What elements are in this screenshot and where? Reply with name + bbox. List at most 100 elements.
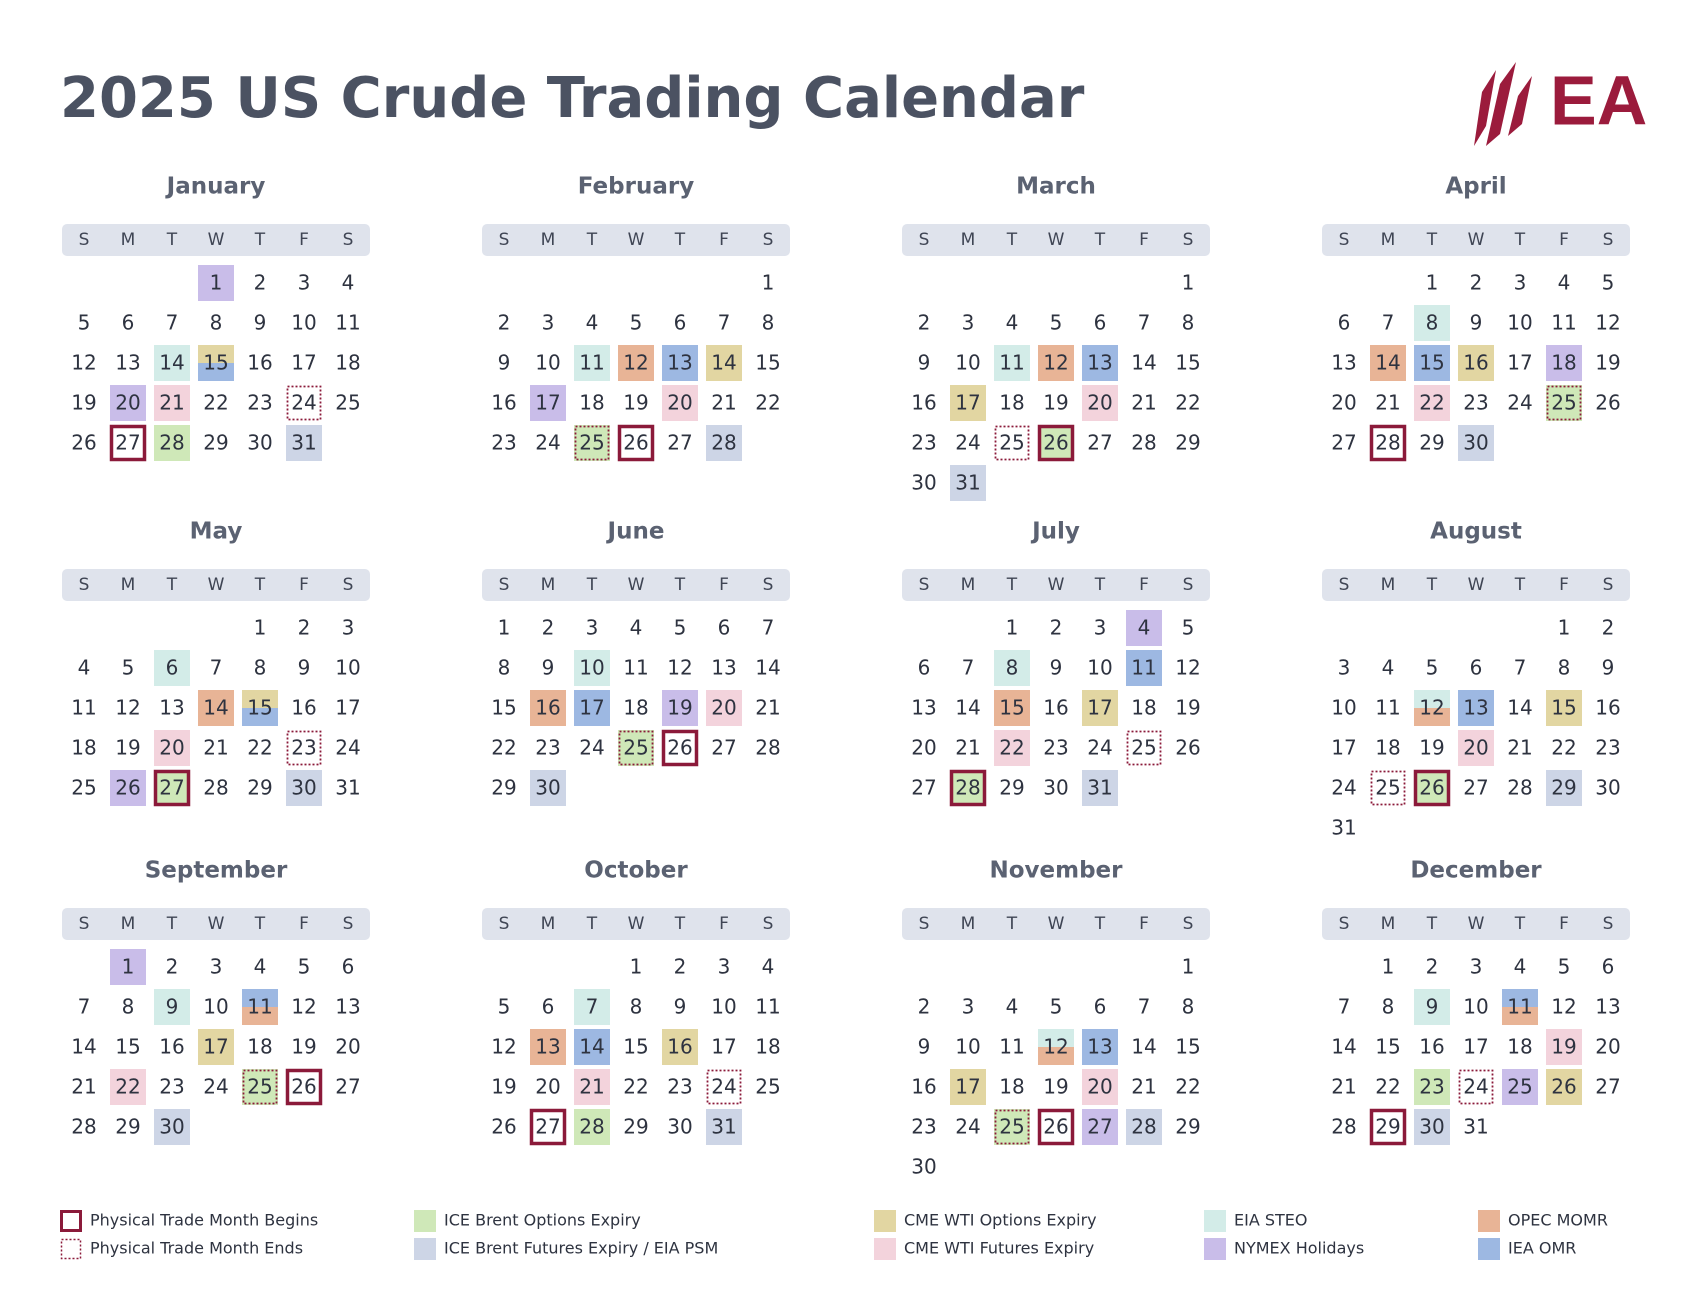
day-number: 20 — [1595, 1035, 1620, 1059]
day-highlight — [574, 1069, 610, 1105]
day-highlight — [530, 385, 566, 421]
weekday-label: T — [1094, 575, 1106, 595]
day-number: 22 — [1175, 1075, 1200, 1099]
day-number: 1 — [210, 271, 223, 295]
day-number: 7 — [586, 995, 599, 1019]
weekday-label: T — [1514, 230, 1526, 250]
day-number: 31 — [335, 776, 360, 800]
day-number: 12 — [1043, 1035, 1068, 1059]
day-number: 14 — [955, 696, 980, 720]
day-number: 28 — [203, 776, 228, 800]
day-number: 2 — [1050, 616, 1063, 640]
weekday-label: F — [1559, 914, 1569, 934]
day-highlight — [1082, 1109, 1118, 1145]
day-number: 26 — [1043, 431, 1068, 455]
weekday-label: S — [1339, 575, 1350, 595]
weekday-label: F — [1139, 914, 1149, 934]
day-highlight — [154, 425, 190, 461]
weekday-label: F — [299, 230, 309, 250]
weekday-label: F — [719, 230, 729, 250]
day-number: 11 — [1507, 995, 1532, 1019]
day-highlight — [950, 465, 986, 501]
day-number: 4 — [1514, 955, 1527, 979]
day-number: 4 — [1138, 616, 1151, 640]
day-number: 29 — [115, 1115, 140, 1139]
day-number: 8 — [762, 311, 775, 335]
day-number: 18 — [999, 1075, 1024, 1099]
day-number: 21 — [1375, 391, 1400, 415]
day-number: 19 — [623, 391, 648, 415]
weekday-bar — [902, 569, 1210, 601]
day-highlight — [1414, 385, 1450, 421]
weekday-label: W — [1048, 230, 1065, 250]
weekday-label: M — [1381, 575, 1396, 595]
weekday-label: T — [254, 230, 266, 250]
day-number: 6 — [122, 311, 135, 335]
day-number: 2 — [1426, 955, 1439, 979]
weekday-label: S — [79, 914, 90, 934]
day-number: 11 — [1375, 696, 1400, 720]
legend-label: Physical Trade Month Ends — [90, 1239, 303, 1258]
day-number: 8 — [1006, 656, 1019, 680]
day-number: 15 — [1419, 351, 1444, 375]
day-number: 6 — [1470, 656, 1483, 680]
weekday-label: W — [208, 575, 225, 595]
day-highlight — [110, 385, 146, 421]
day-highlight — [242, 708, 278, 726]
day-number: 22 — [491, 736, 516, 760]
weekday-label: S — [919, 230, 930, 250]
day-number: 18 — [335, 351, 360, 375]
legend-swatch — [60, 1238, 82, 1260]
weekday-label: S — [763, 230, 774, 250]
day-number: 30 — [1595, 776, 1620, 800]
day-number: 30 — [1043, 776, 1068, 800]
day-border — [1037, 1108, 1075, 1146]
day-number: 9 — [498, 351, 511, 375]
weekday-label: T — [1514, 914, 1526, 934]
day-number: 3 — [586, 616, 599, 640]
day-number: 12 — [1043, 351, 1068, 375]
weekday-label: T — [1426, 230, 1438, 250]
legend-swatch — [1478, 1210, 1500, 1232]
day-number: 19 — [491, 1075, 516, 1099]
day-border — [109, 424, 147, 462]
day-highlight — [1546, 385, 1582, 421]
day-number: 9 — [1470, 311, 1483, 335]
day-number: 6 — [166, 656, 179, 680]
day-number: 25 — [579, 431, 604, 455]
day-border — [286, 385, 322, 421]
day-number: 26 — [623, 431, 648, 455]
legend-swatch — [874, 1238, 896, 1260]
day-number: 15 — [115, 1035, 140, 1059]
day-number: 9 — [254, 311, 267, 335]
weekday-label: T — [1514, 575, 1526, 595]
day-number: 3 — [718, 955, 731, 979]
day-number: 21 — [71, 1075, 96, 1099]
day-number: 6 — [918, 656, 931, 680]
day-number: 30 — [911, 471, 936, 495]
day-number: 16 — [291, 696, 316, 720]
day-number: 20 — [711, 696, 736, 720]
day-number: 9 — [1050, 656, 1063, 680]
day-highlight — [1414, 345, 1450, 381]
day-number: 30 — [291, 776, 316, 800]
day-number: 11 — [1131, 656, 1156, 680]
day-number: 23 — [247, 391, 272, 415]
day-number: 10 — [1331, 696, 1356, 720]
day-number: 17 — [1087, 696, 1112, 720]
day-border — [285, 1068, 323, 1106]
day-number: 8 — [1558, 656, 1571, 680]
day-number: 8 — [630, 995, 643, 1019]
day-number: 13 — [911, 696, 936, 720]
day-number: 11 — [1551, 311, 1576, 335]
day-number: 22 — [755, 391, 780, 415]
day-number: 14 — [755, 656, 780, 680]
day-number: 9 — [918, 1035, 931, 1059]
day-number: 25 — [623, 736, 648, 760]
legend-item: OPEC MOMR — [1478, 1210, 1608, 1232]
weekday-label: S — [1339, 914, 1350, 934]
day-number: 4 — [1006, 311, 1019, 335]
weekday-label: F — [299, 914, 309, 934]
day-number: 11 — [247, 995, 272, 1019]
day-number: 16 — [535, 696, 560, 720]
